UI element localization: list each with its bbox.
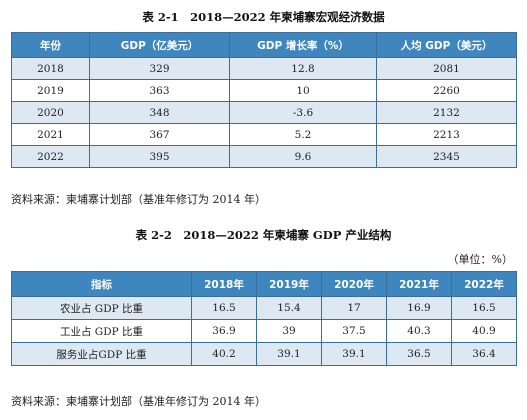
table2-source-note: 资料来源：柬埔寨计划部（基准年修订为 2014 年） [11, 395, 266, 408]
table2-header-2021: 2021年 [386, 271, 452, 297]
table-cell: 12.8 [229, 57, 377, 80]
table-cell: 10 [229, 79, 377, 102]
table-row: 服务业占GDP 比重 40.2 39.1 39.1 36.5 36.4 [11, 342, 517, 366]
table-cell: 16.5 [191, 296, 257, 320]
table-cell: 2081 [376, 57, 517, 80]
table-cell: 363 [89, 79, 230, 102]
table1-source-note: 资料来源：柬埔寨计划部（基准年修订为 2014 年） [11, 193, 266, 206]
table-cell: 329 [89, 57, 230, 80]
table-cell: 15.4 [256, 296, 322, 320]
table1-caption: 表 2-1 2018—2022 年柬埔寨宏观经济数据 [142, 10, 385, 24]
table-cell: 40.2 [191, 342, 257, 366]
table-cell: 工业占 GDP 比重 [11, 319, 192, 343]
table-cell: 农业占 GDP 比重 [11, 296, 192, 320]
table-cell: 395 [89, 145, 230, 168]
table-cell: -3.6 [229, 101, 377, 124]
table-cell: 2213 [376, 123, 517, 146]
table-cell: 2021 [11, 123, 90, 146]
table-cell: 2260 [376, 79, 517, 102]
table-cell: 9.6 [229, 145, 377, 168]
table-cell: 40.3 [386, 319, 452, 343]
table2-header-2020: 2020年 [321, 271, 387, 297]
table-row: 2022 395 9.6 2345 [11, 145, 517, 168]
table-row: 农业占 GDP 比重 16.5 15.4 17 16.9 16.5 [11, 296, 517, 320]
table-cell: 17 [321, 296, 387, 320]
gdp-industry-structure-table: 指标 2018年 2019年 2020年 2021年 2022年 农业占 GDP… [11, 271, 517, 366]
table2-header-2018: 2018年 [191, 271, 257, 297]
table-cell: 348 [89, 101, 230, 124]
table1-header-gdp: GDP（亿美元） [89, 32, 230, 58]
table1-header-row: 年份 GDP（亿美元） GDP 增长率（%） 人均 GDP（美元） [11, 32, 517, 58]
table2-caption: 表 2-2 2018—2022 年柬埔寨 GDP 产业结构 [135, 228, 392, 242]
table2-header-2019: 2019年 [256, 271, 322, 297]
table1-header-growth: GDP 增长率（%） [229, 32, 377, 58]
table2-header-row: 指标 2018年 2019年 2020年 2021年 2022年 [11, 271, 517, 297]
table-row: 2019 363 10 2260 [11, 79, 517, 102]
table-cell: 2345 [376, 145, 517, 168]
macroeconomic-data-table: 年份 GDP（亿美元） GDP 增长率（%） 人均 GDP（美元） 2018 3… [11, 32, 517, 168]
table-cell: 39.1 [321, 342, 387, 366]
table2-header-indicator: 指标 [11, 271, 192, 297]
table-cell: 16.9 [386, 296, 452, 320]
table-cell: 40.9 [451, 319, 517, 343]
table-cell: 37.5 [321, 319, 387, 343]
table-row: 工业占 GDP 比重 36.9 39 37.5 40.3 40.9 [11, 319, 517, 343]
table-row: 2021 367 5.2 2213 [11, 123, 517, 146]
table-cell: 2020 [11, 101, 90, 124]
table-cell: 16.5 [451, 296, 517, 320]
table-cell: 36.4 [451, 342, 517, 366]
table-row: 2018 329 12.8 2081 [11, 57, 517, 80]
table-cell: 5.2 [229, 123, 377, 146]
table-cell: 36.5 [386, 342, 452, 366]
table2-header-2022: 2022年 [451, 271, 517, 297]
table-cell: 367 [89, 123, 230, 146]
table-cell: 2022 [11, 145, 90, 168]
table2-unit-note: （单位：%） [447, 253, 513, 266]
table-cell: 2019 [11, 79, 90, 102]
table1-header-year: 年份 [11, 32, 90, 58]
table-cell: 服务业占GDP 比重 [11, 342, 192, 366]
table-cell: 39 [256, 319, 322, 343]
table-cell: 36.9 [191, 319, 257, 343]
table-cell: 2132 [376, 101, 517, 124]
table-cell: 2018 [11, 57, 90, 80]
table-cell: 39.1 [256, 342, 322, 366]
table1-header-per-capita: 人均 GDP（美元） [376, 32, 517, 58]
table-row: 2020 348 -3.6 2132 [11, 101, 517, 124]
